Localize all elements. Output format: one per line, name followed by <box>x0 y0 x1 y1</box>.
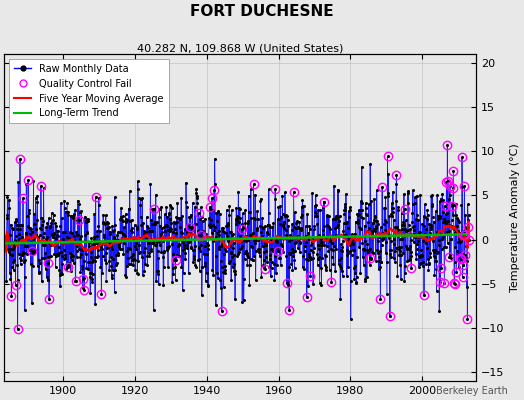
Y-axis label: Temperature Anomaly (°C): Temperature Anomaly (°C) <box>510 143 520 292</box>
Legend: Raw Monthly Data, Quality Control Fail, Five Year Moving Average, Long-Term Tren: Raw Monthly Data, Quality Control Fail, … <box>9 59 169 123</box>
Text: Berkeley Earth: Berkeley Earth <box>436 386 508 396</box>
Text: FORT DUCHESNE: FORT DUCHESNE <box>190 4 334 19</box>
Title: 40.282 N, 109.868 W (United States): 40.282 N, 109.868 W (United States) <box>137 43 343 53</box>
